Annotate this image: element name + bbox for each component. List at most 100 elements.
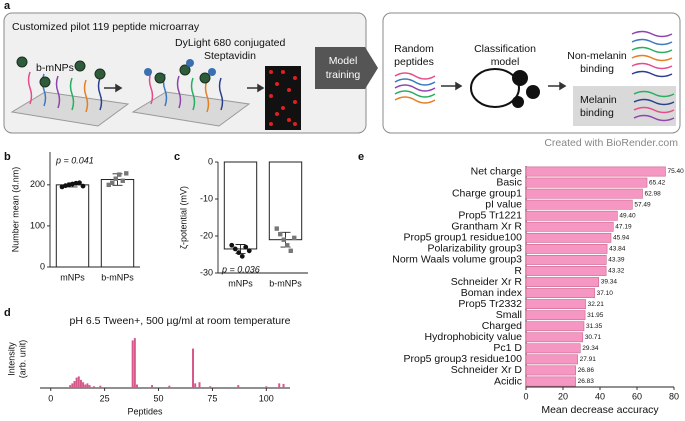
panel-label: e [358, 151, 364, 163]
microarray-spots [269, 70, 297, 126]
panel-label: b [4, 151, 11, 163]
dye-label: Steptavidin [204, 50, 256, 62]
x-tick-label: 0 [523, 391, 528, 401]
bar [525, 332, 584, 343]
category-label: Prop5 Tr2332 [458, 298, 522, 310]
value-label: 26.83 [578, 378, 595, 385]
bar [268, 161, 303, 241]
bar [525, 288, 595, 298]
gears-icon [512, 70, 540, 108]
nanoparticle-label: b-mNPs [36, 62, 74, 74]
value-label: 26.86 [578, 367, 595, 374]
y-tick-label: -30 [200, 267, 213, 277]
data-point [77, 180, 82, 186]
bar [55, 184, 90, 268]
non-melanin-peptides [631, 30, 673, 78]
data-point [80, 183, 86, 189]
bar [525, 221, 614, 232]
slide [131, 91, 251, 127]
value-label: 43.32 [608, 268, 625, 275]
value-label: 65.42 [649, 179, 666, 186]
category-label: Acidic [494, 375, 522, 387]
bar [525, 232, 612, 243]
slide [10, 91, 130, 127]
bar [131, 340, 134, 388]
bar [223, 161, 258, 250]
bar [237, 385, 240, 388]
value-label: 47.19 [615, 223, 632, 230]
bar [282, 383, 285, 388]
bar [79, 379, 82, 388]
value-label: 57.49 [634, 201, 651, 208]
x-tick-label: mNPs [60, 272, 85, 282]
peptides [27, 71, 224, 113]
category-label: Hydrophobicity value [425, 331, 523, 343]
y-axis-label: ζ-potential (mV) [178, 186, 188, 249]
data-point [73, 180, 79, 186]
bar [525, 266, 607, 276]
y-tick-label: 0 [208, 156, 213, 166]
model-training: training [326, 69, 361, 81]
dye-label: DyLight 680 conjugated [175, 37, 285, 49]
bar [525, 376, 576, 387]
bar [168, 385, 171, 388]
x-axis-label: Peptides [127, 406, 163, 416]
bar [92, 386, 95, 388]
bar [525, 354, 578, 365]
arrows [104, 81, 567, 93]
value-label: 39.34 [601, 279, 618, 286]
bar [71, 383, 74, 388]
category-label: Norm Waals volume group3 [392, 254, 522, 266]
x-tick-label: 40 [595, 391, 605, 401]
chart-title: pH 6.5 Tween+, 500 µg/ml at room tempera… [70, 315, 291, 327]
category-label: Net charge [471, 165, 523, 177]
data-point [239, 253, 245, 259]
y-tick-label: 0 [40, 261, 45, 271]
microarray-image [265, 66, 301, 130]
bar [77, 376, 80, 388]
data-point [113, 176, 118, 181]
category-label: Prop5 group3 residue100 [403, 353, 522, 365]
bar [194, 383, 197, 388]
value-label: 62.98 [645, 190, 662, 197]
y-tick-label: 200 [30, 179, 45, 189]
bar [525, 321, 585, 332]
bar [73, 381, 76, 388]
data-point [124, 171, 129, 176]
data-point [106, 182, 111, 188]
category-label: Charge group1 [452, 187, 522, 199]
x-axis-label: Mean decrease accuracy [541, 404, 659, 416]
bar [75, 377, 78, 388]
value-label: 29.34 [582, 345, 599, 352]
bar [198, 382, 201, 388]
value-label: 32.21 [588, 301, 605, 308]
data-point [110, 180, 115, 186]
data-point [232, 246, 238, 252]
bar [99, 385, 102, 388]
data-point [274, 226, 279, 231]
x-tick-label: 80 [669, 391, 679, 401]
random-peptides: peptides [394, 56, 434, 68]
classification-model: model [491, 56, 520, 68]
value-label: 30.71 [585, 334, 602, 341]
data-point [281, 237, 286, 242]
category-label: pI value [485, 198, 522, 210]
bar [525, 199, 633, 210]
bar [278, 383, 281, 388]
non-melanin-label: binding [580, 63, 614, 75]
bar [525, 277, 600, 287]
model-arrow [315, 47, 378, 89]
panel-label: d [4, 307, 11, 319]
bar [88, 385, 91, 388]
credit: Created with BioRender.com [544, 137, 678, 149]
bar [525, 177, 648, 188]
y-axis-label: (arb. unit) [17, 340, 27, 379]
bar [69, 385, 72, 388]
bar [525, 188, 643, 199]
microarray-title: Customized pilot 119 peptide microarray [12, 21, 200, 33]
non-melanin-label: Non-melanin [567, 50, 627, 62]
x-tick-label: 0 [48, 393, 53, 403]
annotation: p = 0.041 [55, 155, 94, 165]
value-label: 27.91 [580, 356, 597, 363]
